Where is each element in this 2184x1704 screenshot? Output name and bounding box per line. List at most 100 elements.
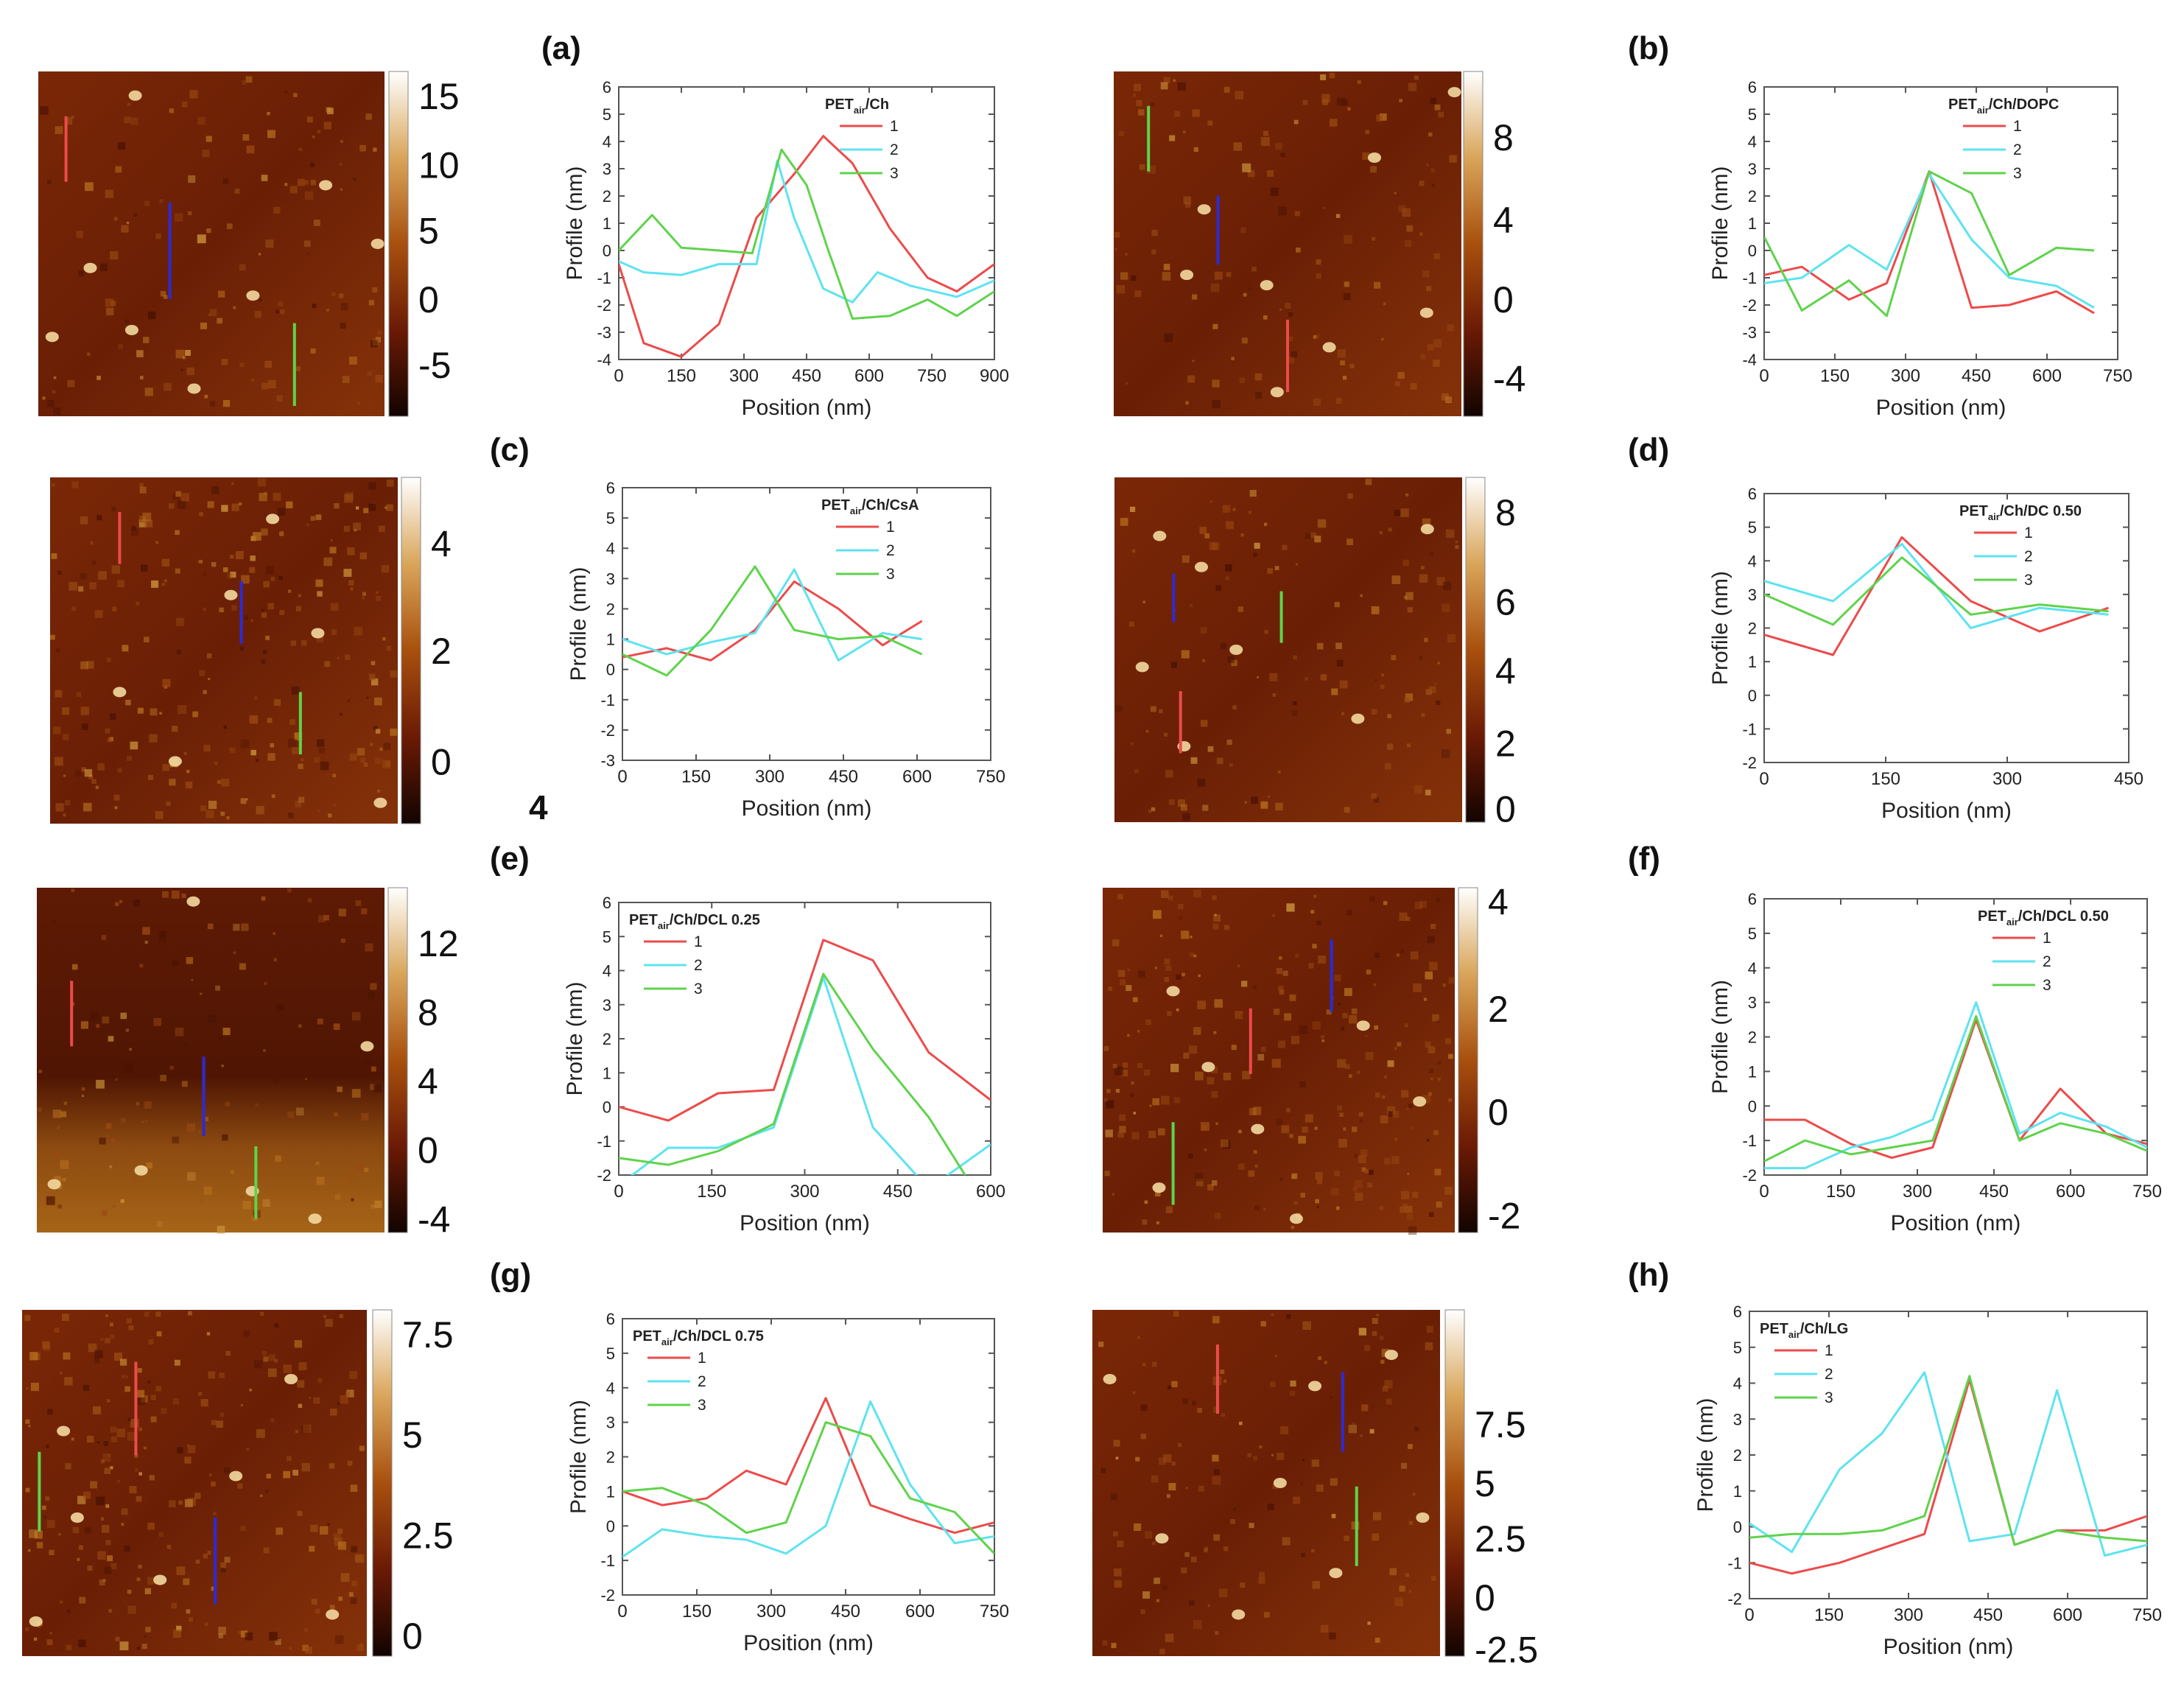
- afm-grain: [1264, 630, 1268, 634]
- afm-grain: [26, 1386, 29, 1390]
- afm-grain: [119, 900, 123, 903]
- afm-grain: [115, 902, 119, 906]
- afm-grain: [58, 1533, 61, 1536]
- y-axis-label: Profile (nm): [566, 1400, 591, 1514]
- afm-grain: [106, 657, 111, 662]
- afm-grain: [1237, 606, 1244, 612]
- afm-grain: [1130, 742, 1134, 746]
- afm-grain: [347, 1174, 354, 1182]
- afm-grain: [144, 1101, 152, 1109]
- afm-grain: [1239, 377, 1246, 384]
- y-axis-label: Profile (nm): [563, 981, 587, 1095]
- y-tick-label: 1: [603, 1064, 611, 1082]
- colorbar-tick-label: 4: [418, 1061, 438, 1102]
- afm-grain: [1410, 383, 1417, 390]
- afm-grain: [332, 774, 336, 777]
- colorbar-tick-label: 2: [1495, 723, 1516, 764]
- x-tick-label: 600: [902, 767, 932, 787]
- afm-grain: [349, 1370, 358, 1379]
- y-tick-label: -1: [597, 269, 611, 287]
- afm-grain: [111, 565, 120, 574]
- x-tick-label: 0: [617, 767, 627, 787]
- afm-grain: [28, 1425, 31, 1428]
- afm-grain: [136, 1577, 141, 1582]
- afm-grain: [209, 1473, 212, 1476]
- afm-grain: [323, 557, 333, 567]
- afm-grain: [91, 560, 96, 565]
- panel-letter: (g): [490, 1257, 531, 1293]
- afm-bright-spot: [1322, 342, 1336, 353]
- afm-grain: [348, 1592, 354, 1597]
- afm-grain: [1421, 713, 1425, 717]
- colorbar-tick-label: 2.5: [1475, 1518, 1526, 1560]
- afm-grain: [1317, 1179, 1322, 1185]
- afm-grain: [63, 774, 66, 777]
- afm-bright-spot: [1351, 713, 1365, 724]
- afm-grain: [46, 1196, 55, 1205]
- afm-grain: [41, 1505, 46, 1510]
- colorbar-tick-label: 4: [1495, 651, 1516, 692]
- x-tick-label: 150: [1871, 769, 1900, 789]
- afm-grain: [363, 508, 369, 513]
- series-line-1: [1749, 1378, 2147, 1575]
- afm-grain: [283, 1470, 290, 1479]
- afm-grain: [136, 1496, 142, 1502]
- afm-bright-spot: [308, 1213, 322, 1224]
- afm-grain: [310, 1524, 318, 1532]
- series-line-1: [619, 135, 994, 358]
- afm-grain: [1425, 1342, 1433, 1350]
- afm-grain: [1193, 147, 1198, 152]
- afm-texture: [1114, 72, 1457, 409]
- afm-grain: [1311, 1459, 1319, 1468]
- afm-grain: [349, 357, 357, 365]
- legend-label: 2: [890, 141, 899, 158]
- afm-grain: [1429, 1212, 1434, 1217]
- afm-grain: [368, 300, 374, 306]
- afm-grain: [275, 1638, 280, 1642]
- afm-grain: [275, 309, 279, 314]
- afm-grain: [1233, 142, 1243, 151]
- y-tick-label: 0: [1733, 1518, 1742, 1537]
- colorbar-tick-label: 2: [1488, 989, 1509, 1030]
- afm-grain: [1430, 1077, 1433, 1081]
- afm-grain: [1312, 1581, 1321, 1589]
- afm-grain: [275, 1638, 281, 1645]
- panel-letter: (e): [490, 841, 530, 877]
- afm-grain: [1102, 1640, 1108, 1646]
- afm-grain: [1212, 379, 1220, 388]
- afm-grain: [1238, 1129, 1242, 1134]
- y-tick-label: -2: [1742, 1166, 1757, 1185]
- afm-grain: [217, 780, 222, 785]
- afm-grain: [249, 1389, 252, 1392]
- afm-grain: [1108, 986, 1113, 992]
- afm-grain: [1300, 1193, 1305, 1198]
- afm-texture: [1103, 889, 1456, 1235]
- legend-label: 3: [886, 566, 895, 583]
- afm-grain: [55, 126, 63, 134]
- afm-grain: [1330, 1188, 1339, 1196]
- afm-grain: [1263, 130, 1268, 136]
- afm-grain: [1344, 1535, 1349, 1541]
- afm-grain: [1423, 997, 1428, 1001]
- afm-grain: [338, 908, 346, 916]
- afm-grain: [184, 1456, 192, 1464]
- afm-grain: [214, 762, 218, 765]
- afm-grain: [376, 591, 379, 594]
- afm-grain: [130, 117, 138, 125]
- afm-grain: [352, 1011, 361, 1021]
- afm-grain: [46, 1445, 49, 1448]
- x-tick-label: 450: [831, 1602, 860, 1621]
- afm-grain: [301, 1462, 310, 1472]
- colorbar-tick-label: 5: [418, 210, 439, 251]
- afm-grain: [223, 178, 229, 184]
- afm-grain: [1305, 533, 1311, 539]
- afm-grain: [1349, 363, 1355, 368]
- afm-grain: [240, 1403, 243, 1407]
- afm-grain: [1241, 981, 1248, 987]
- afm-grain: [213, 1512, 217, 1515]
- x-tick-label: 300: [755, 767, 784, 787]
- afm-grain: [221, 1065, 224, 1067]
- afm-grain: [1360, 1149, 1368, 1157]
